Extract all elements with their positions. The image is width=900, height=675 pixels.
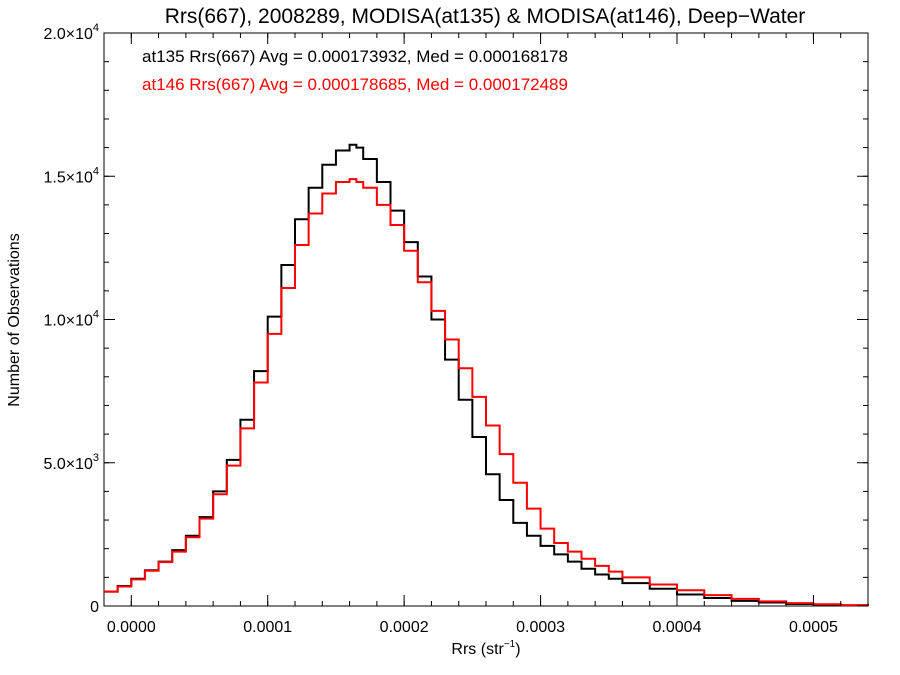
x-axis-label-sup: −1	[504, 639, 516, 650]
y-tick-label: 5.0×103	[43, 452, 99, 473]
y-axis-label: Number of Observations	[6, 233, 23, 406]
annotation-at146: at146 Rrs(667) Avg = 0.000178685, Med = …	[142, 75, 568, 94]
y-tick-label: 1.0×104	[43, 309, 99, 330]
plot-frame	[103, 32, 869, 607]
series-at135-line	[104, 143, 869, 607]
x-tick-label: 0.0001	[243, 619, 292, 636]
series-at146-line	[104, 178, 869, 607]
x-tick-label: 0.0004	[653, 619, 702, 636]
chart-title: Rrs(667), 2008289, MODISA(at135) & MODIS…	[165, 5, 806, 28]
y-tick-label: 0	[90, 599, 99, 616]
x-axis-label: Rrs (str−1)	[451, 639, 520, 658]
x-axis-label-close: )	[515, 641, 520, 658]
series-layer	[104, 143, 869, 607]
x-tick-label: 0.0000	[107, 619, 156, 636]
x-tick-label: 0.0002	[380, 619, 429, 636]
x-tick-label: 0.0005	[789, 619, 838, 636]
annotation-at135: at135 Rrs(667) Avg = 0.000173932, Med = …	[142, 47, 568, 66]
x-tick-label: 0.0003	[516, 619, 565, 636]
x-axis-label-text: Rrs (str	[451, 641, 504, 658]
axis-layer: 0.0000 0.0001 0.0002 0.0003 0.0004 0.0005 0 5.0…	[43, 22, 869, 636]
y-tick-label: 2.0×104	[43, 22, 99, 43]
y-tick-label: 1.5×104	[43, 165, 99, 186]
